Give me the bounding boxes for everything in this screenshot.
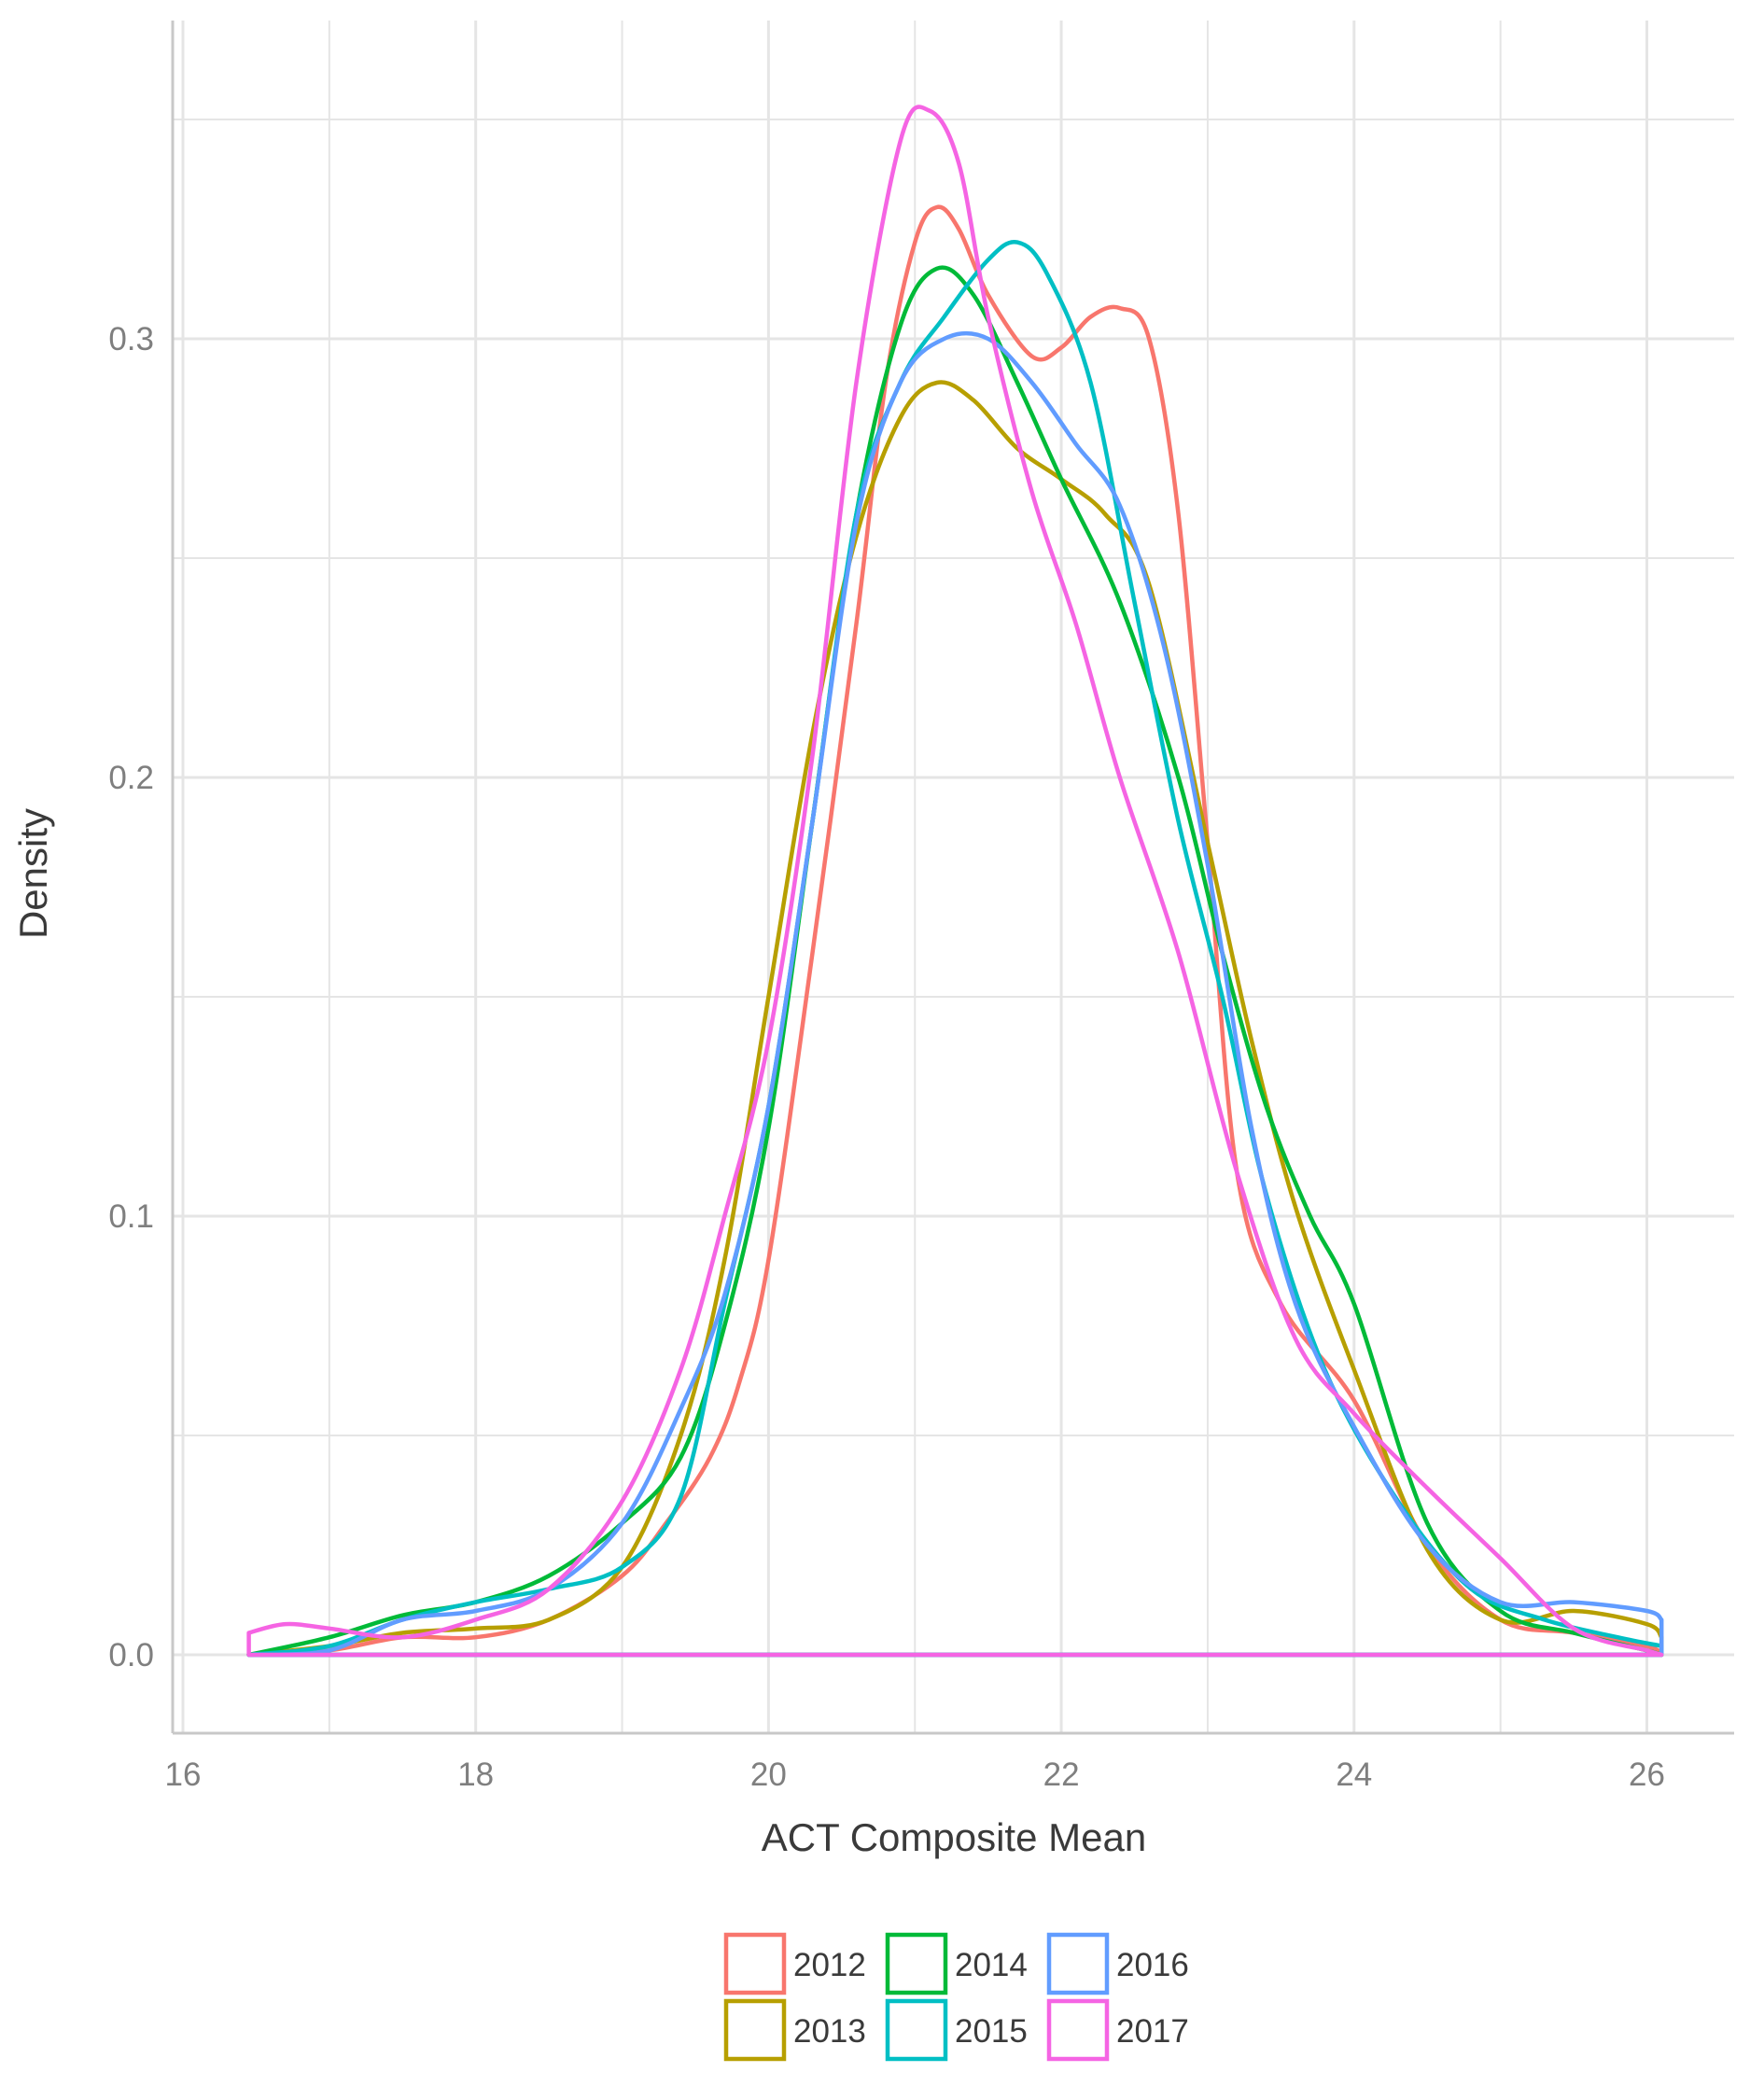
y-tick-label: 0.3 xyxy=(108,321,154,357)
x-tick-label: 22 xyxy=(1043,1757,1080,1793)
series-line-2017 xyxy=(246,105,1664,1658)
legend-label-2013: 2013 xyxy=(793,2013,866,2050)
x-tick-label: 24 xyxy=(1336,1757,1372,1793)
x-tick-label: 16 xyxy=(165,1757,202,1793)
legend-key-2014 xyxy=(885,1932,948,1995)
y-tick-label: 0.0 xyxy=(108,1637,154,1673)
x-axis-title: ACT Composite Mean xyxy=(762,1815,1146,1859)
legend: 2012 2013 2014 2015 2016 2017 xyxy=(723,1932,1189,2062)
x-tick-label: 26 xyxy=(1629,1757,1665,1793)
y-tick-label: 0.2 xyxy=(108,760,154,796)
series-line-2015 xyxy=(246,239,1664,1658)
x-tick-label: 18 xyxy=(457,1757,494,1793)
legend-key-2015 xyxy=(885,1998,948,2062)
x-tick-label: 20 xyxy=(750,1757,787,1793)
legend-label-2015: 2015 xyxy=(955,2013,1028,2050)
axes xyxy=(171,21,1734,1735)
legend-label-2017: 2017 xyxy=(1116,2013,1189,2050)
grid-lines xyxy=(173,21,1734,1733)
y-tick-label: 0.1 xyxy=(108,1198,154,1235)
series-line-2014 xyxy=(246,265,1664,1658)
legend-key-2017 xyxy=(1046,1998,1110,2062)
series-line-2013 xyxy=(246,380,1664,1658)
legend-key-2012 xyxy=(723,1932,787,1995)
tick-labels: 16 18 20 22 24 26 0.0 0.1 0.2 0.3 xyxy=(108,321,1665,1793)
legend-label-2016: 2016 xyxy=(1116,1947,1189,1983)
density-series xyxy=(246,105,1664,1658)
legend-key-2016 xyxy=(1046,1932,1110,1995)
series-line-2012 xyxy=(246,204,1664,1658)
legend-label-2014: 2014 xyxy=(955,1947,1028,1983)
y-axis-title: Density xyxy=(11,808,55,939)
series-line-2016 xyxy=(246,330,1664,1658)
legend-key-2013 xyxy=(723,1998,787,2062)
legend-label-2012: 2012 xyxy=(793,1947,866,1983)
